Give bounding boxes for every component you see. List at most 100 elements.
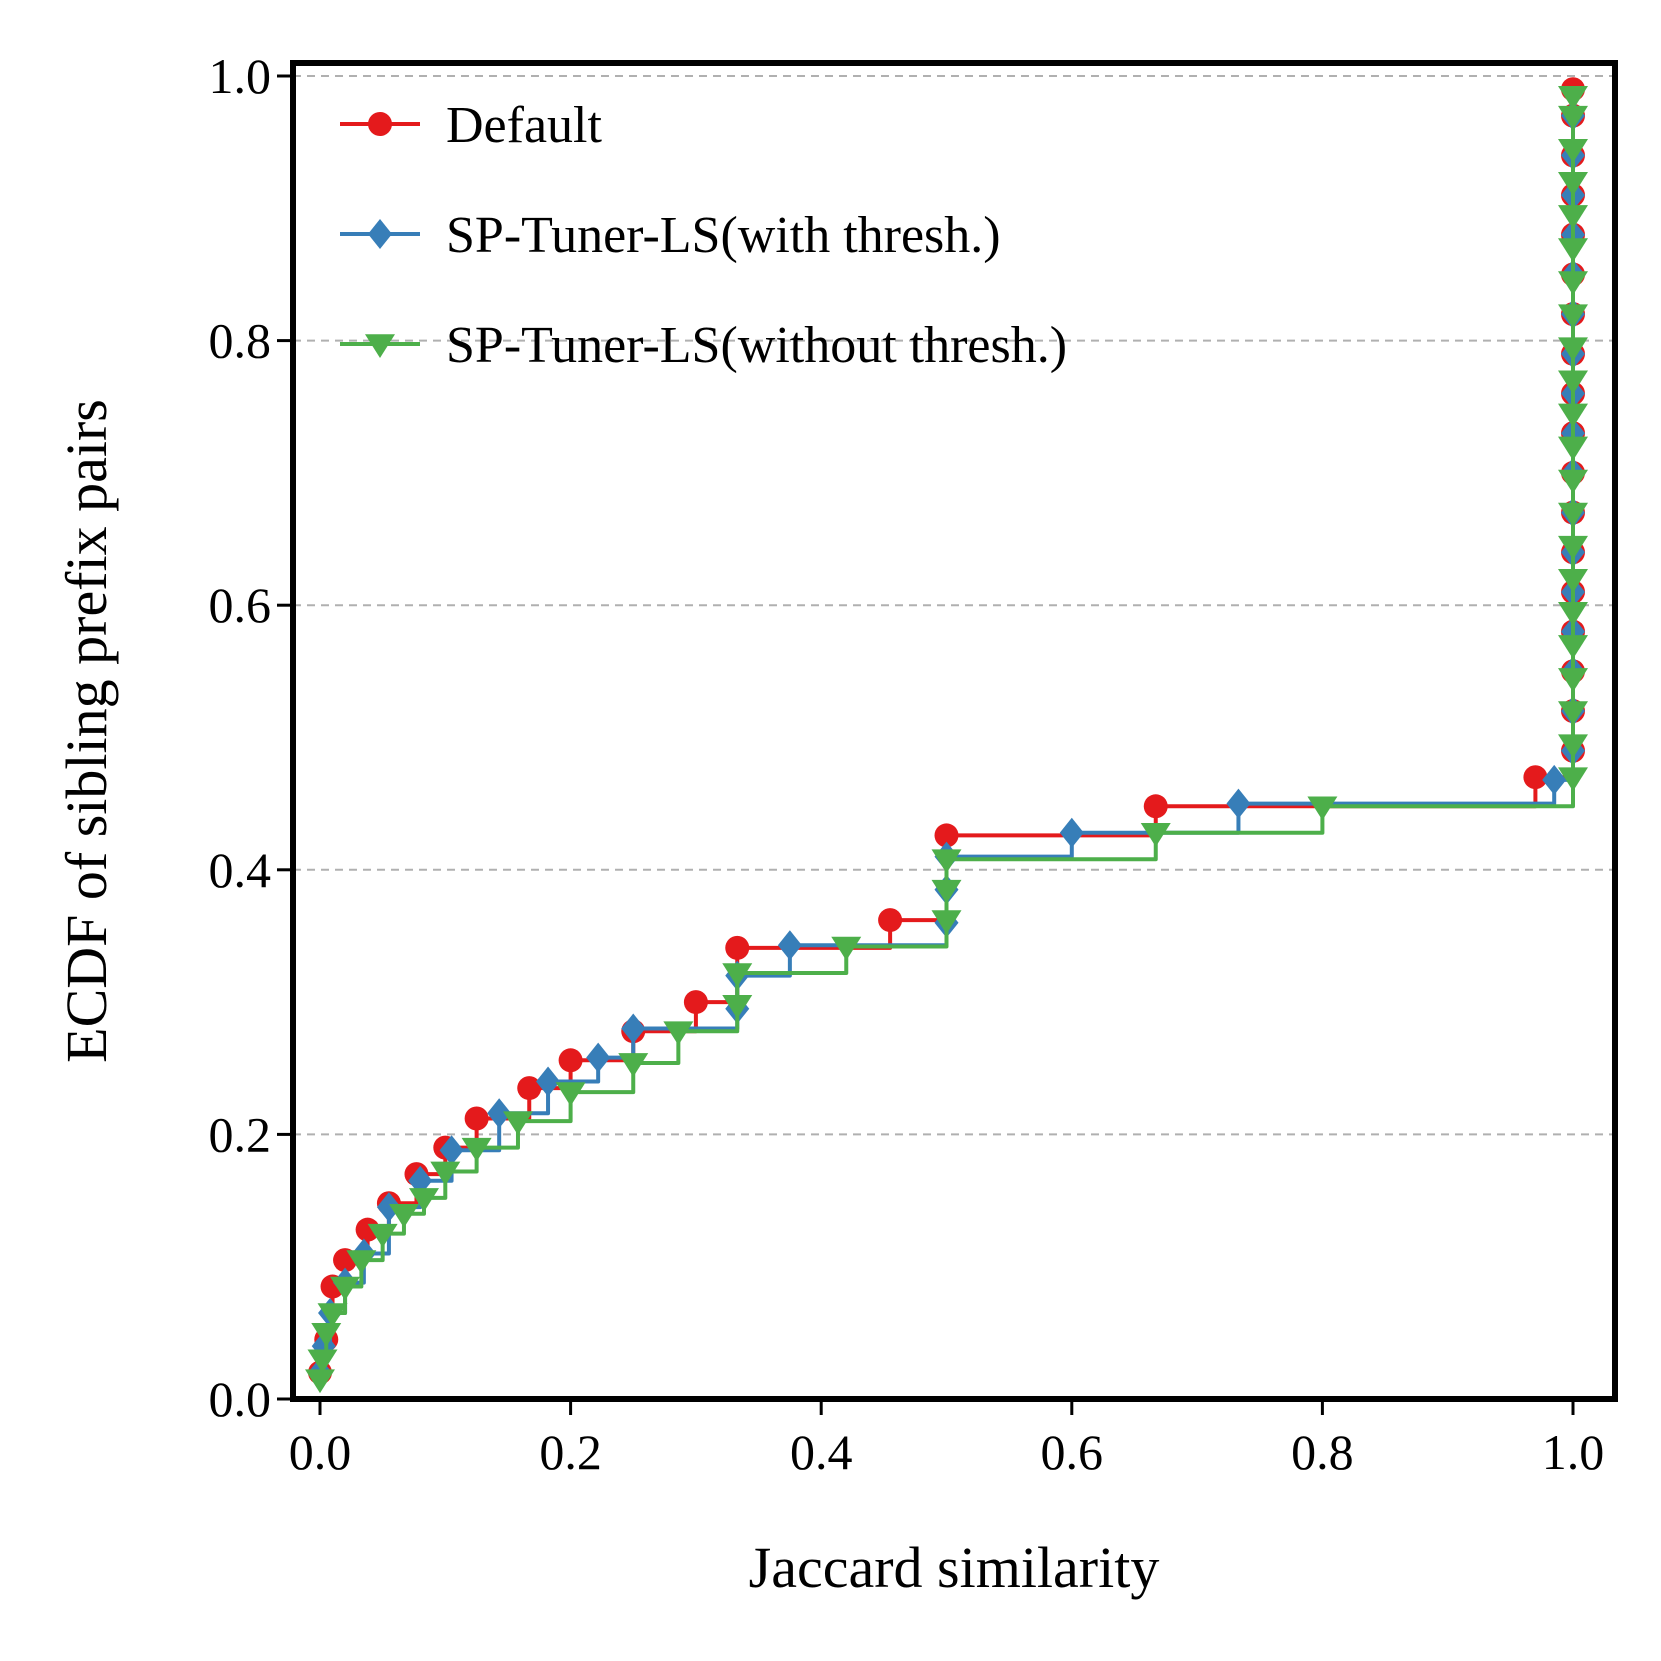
data-point <box>430 1161 461 1186</box>
y-tick-label: 0.2 <box>209 1106 272 1162</box>
data-point <box>1558 535 1588 560</box>
data-point <box>368 112 392 136</box>
data-point <box>931 879 962 904</box>
data-point <box>1558 635 1588 659</box>
x-tick-label: 0.8 <box>1291 1424 1354 1480</box>
data-point <box>1558 436 1588 461</box>
data-point <box>1523 765 1548 790</box>
legend-label-with-thresh: SP-Tuner-LS(with thresh.) <box>446 207 1001 264</box>
data-point <box>1558 701 1588 726</box>
data-point <box>1558 568 1588 593</box>
data-point <box>831 936 862 961</box>
data-point <box>536 1066 561 1097</box>
data-point <box>878 908 903 933</box>
data-point <box>1558 370 1588 395</box>
x-axis-title: Jaccard similarity <box>749 1535 1160 1600</box>
data-point <box>517 1076 542 1101</box>
plot-frame <box>290 60 1618 1402</box>
data-point <box>663 1021 694 1046</box>
x-tick-label: 0.0 <box>289 1424 352 1480</box>
series-2 <box>305 86 1588 1394</box>
data-point <box>1558 238 1588 262</box>
data-point <box>725 935 750 960</box>
data-point <box>722 963 753 987</box>
series-line <box>320 95 1575 1382</box>
data-point <box>502 1111 533 1136</box>
data-point <box>439 1135 464 1166</box>
data-point <box>586 1042 611 1073</box>
legend-entry-without-thresh: SP-Tuner-LS(without thresh.) <box>340 317 1067 374</box>
y-tick-label: 0.4 <box>209 842 272 898</box>
data-point <box>1143 794 1168 819</box>
data-point <box>1059 817 1084 848</box>
data-point <box>1558 734 1588 759</box>
data-point <box>1558 304 1588 329</box>
data-point <box>1558 271 1588 296</box>
data-point <box>1140 822 1171 847</box>
data-point <box>931 910 962 935</box>
y-tick-label: 1.0 <box>209 48 272 104</box>
data-point <box>1558 337 1588 362</box>
x-tick-label: 0.4 <box>790 1424 853 1480</box>
data-point <box>1558 105 1588 130</box>
data-point <box>464 1106 489 1131</box>
data-point <box>487 1098 512 1129</box>
data-point <box>461 1137 492 1162</box>
data-point <box>365 334 395 358</box>
y-tick-label: 0.6 <box>209 577 272 633</box>
data-point <box>307 1349 338 1374</box>
legend-marker <box>368 112 392 136</box>
data-point <box>1558 86 1588 110</box>
legend: Default SP-Tuner-LS(with thresh.) SP-Tun… <box>340 97 1067 374</box>
data-point <box>1558 205 1588 229</box>
data-point <box>311 1323 342 1347</box>
data-point <box>621 1013 646 1044</box>
data-point <box>683 990 708 1015</box>
data-point <box>934 823 959 848</box>
data-point <box>558 1048 583 1073</box>
data-point <box>408 1188 439 1212</box>
legend-marker <box>365 334 395 358</box>
data-point <box>1558 138 1588 163</box>
data-point <box>355 1217 380 1242</box>
data-point <box>618 1053 649 1077</box>
legend-entry-default: Default <box>340 97 602 154</box>
data-point <box>305 1369 335 1394</box>
data-point <box>1558 172 1588 196</box>
data-point <box>330 1276 361 1301</box>
x-tick-label: 1.0 <box>1542 1424 1605 1480</box>
data-point <box>1558 602 1588 626</box>
y-axis-title: ECDF of sibling prefix pairs <box>54 399 119 1063</box>
data-point <box>1542 764 1567 795</box>
legend-label-default: Default <box>446 97 602 154</box>
data-point <box>1558 403 1588 428</box>
data-point <box>1558 502 1588 527</box>
legend-entry-with-thresh: SP-Tuner-LS(with thresh.) <box>340 207 1001 264</box>
x-tick-label: 0.6 <box>1041 1424 1104 1480</box>
data-point <box>367 1223 398 1248</box>
y-tick-label: 0.8 <box>209 313 272 369</box>
axis-ticks: 0.0 0.2 0.4 0.6 0.8 1.0 0.0 0.2 0.4 0.6 0.8 1.0 <box>209 48 1605 1480</box>
legend-label-without-thresh: SP-Tuner-LS(without thresh.) <box>446 317 1067 374</box>
data-point <box>1558 668 1588 692</box>
data-point <box>317 1303 348 1328</box>
data-point <box>931 849 962 874</box>
data-point <box>368 219 392 249</box>
data-point <box>1558 767 1588 792</box>
x-tick-label: 0.2 <box>539 1424 602 1480</box>
data-point <box>388 1203 419 1228</box>
data-point <box>346 1250 377 1275</box>
data-point <box>1307 796 1338 821</box>
legend-marker <box>368 219 392 249</box>
series-group <box>305 77 1588 1394</box>
data-point <box>376 1192 401 1223</box>
gridlines <box>293 75 1615 1136</box>
data-point <box>555 1082 586 1107</box>
data-point <box>1226 788 1251 819</box>
y-tick-label: 0.0 <box>209 1371 272 1427</box>
data-point <box>777 930 802 961</box>
data-point <box>1558 469 1588 494</box>
data-point <box>722 994 753 1019</box>
